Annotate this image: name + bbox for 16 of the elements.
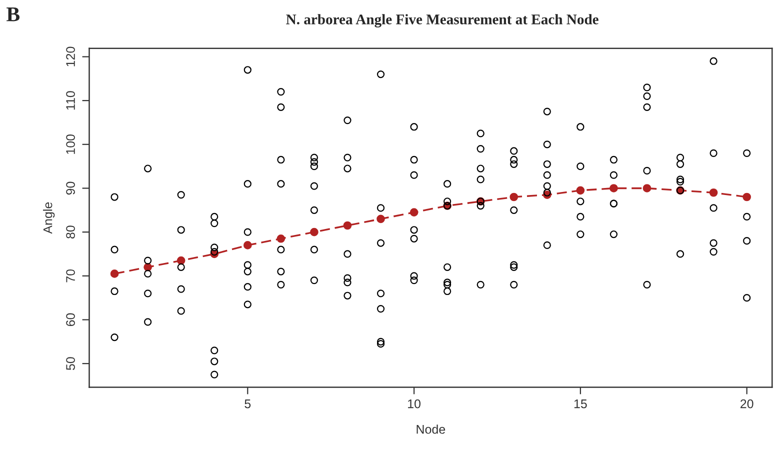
x-tick-label: 15: [574, 400, 587, 408]
y-tick-label: 80: [66, 226, 75, 238]
y-axis-title: Angle: [43, 202, 55, 234]
x-tick-label: 20: [740, 399, 754, 408]
x-tick-label: 10: [408, 399, 421, 408]
x-tick-label: 5: [244, 400, 251, 408]
chart-title: N. arborea Angle Five Measurement at Each Node: [286, 14, 598, 28]
y-tick-label: 100: [66, 134, 75, 154]
y-tick-label: 90: [66, 182, 75, 195]
y-tick-label: 120: [66, 46, 75, 66]
y-tick-label: 70: [66, 269, 75, 282]
x-axis-title: Node: [416, 424, 446, 434]
y-tick-label: 50: [66, 357, 75, 370]
text: B: [6, 8, 20, 22]
y-tick-label: 110: [66, 91, 75, 110]
y-tick-label: 60: [66, 313, 75, 326]
